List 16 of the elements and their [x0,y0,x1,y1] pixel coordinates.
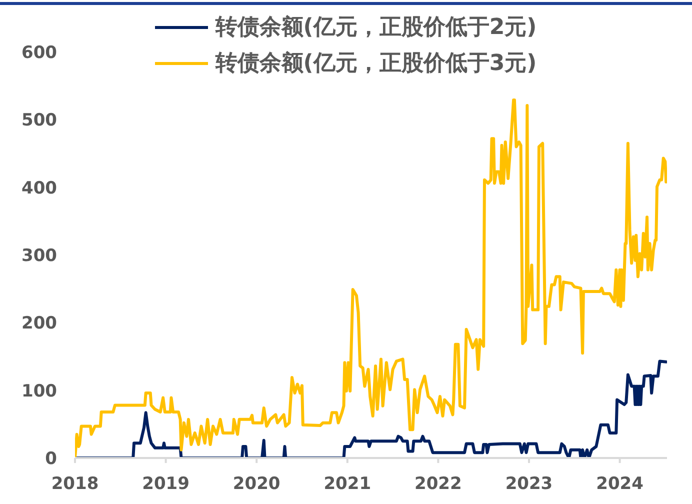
y-tick-label: 500 [22,110,58,131]
x-tick-label: 2024 [596,474,644,494]
x-tick-label: 2023 [505,474,553,494]
x-tick-label: 2019 [142,474,190,494]
x-tick-label: 2020 [232,474,280,494]
x-tick-label: 2021 [324,474,372,494]
y-tick-label: 100 [22,381,58,402]
y-tick-label: 400 [22,178,58,198]
x-tick-label: 2018 [51,474,99,494]
y-tick-label: 200 [22,314,58,334]
legend-label: 转债余额(亿元，正股价低于2元) [215,14,537,42]
y-tick-label: 300 [22,246,58,266]
legend-label: 转债余额(亿元，正股价低于3元) [215,50,537,78]
x-tick-label: 2022 [414,474,462,494]
y-tick-label: 0 [45,449,58,470]
y-tick-label: 600 [22,43,58,64]
